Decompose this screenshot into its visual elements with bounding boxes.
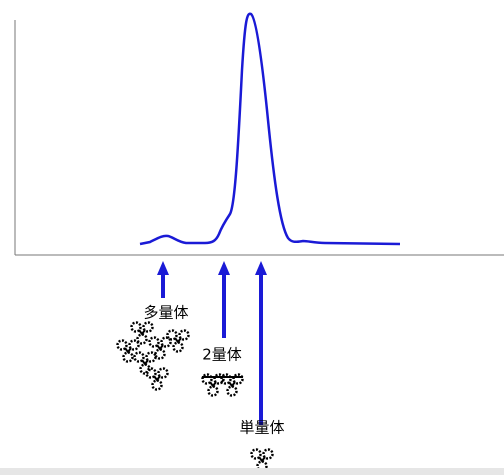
monomer-icon <box>252 450 273 471</box>
bottom-bar <box>0 468 504 475</box>
diagram: 多量体 2量体 単量体 <box>0 0 504 475</box>
multimer-icon <box>118 323 189 390</box>
chromatogram-curve <box>140 14 400 244</box>
multimer-label: 多量体 <box>143 304 188 322</box>
arrows <box>157 261 267 425</box>
dimer-icon <box>202 375 243 396</box>
monomer-label: 単量体 <box>239 419 284 437</box>
dimer-label: 2量体 <box>202 346 242 364</box>
